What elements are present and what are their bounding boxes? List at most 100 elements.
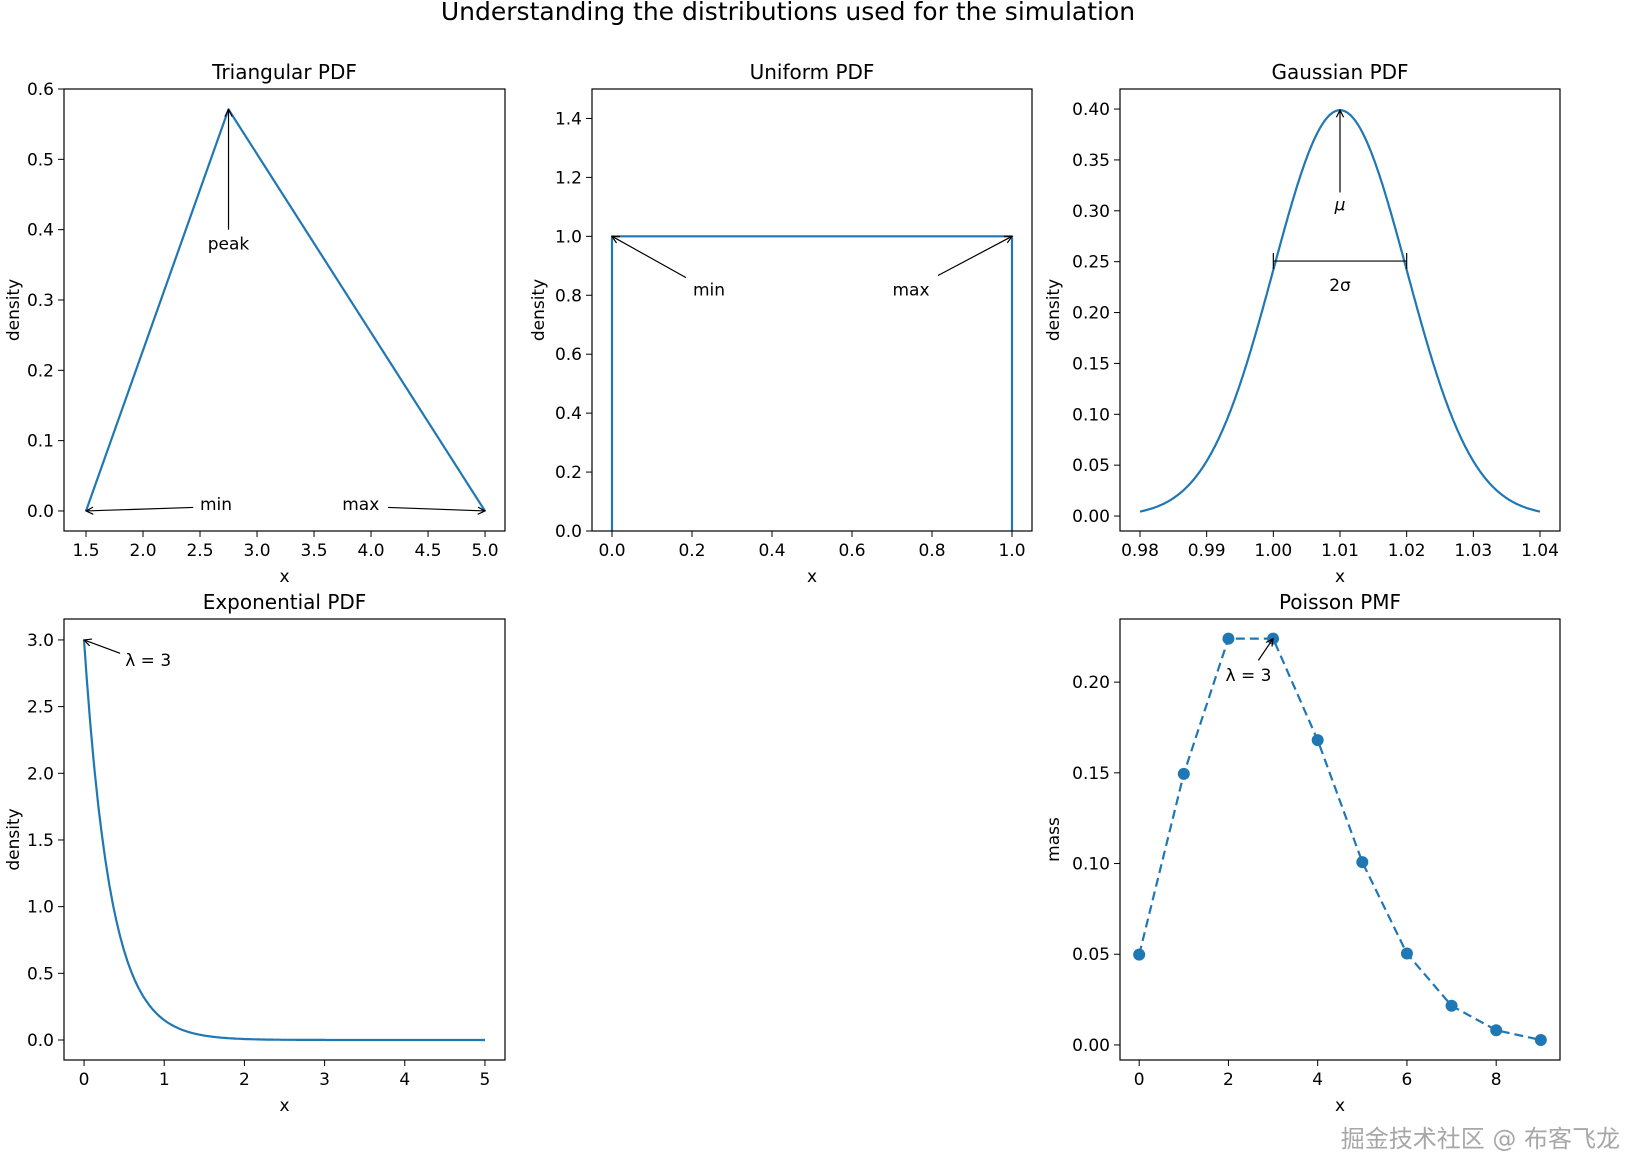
annotation-label: 2σ	[1329, 276, 1351, 296]
y-tick-label: 0.3	[27, 291, 54, 311]
annotation-label: λ = 3	[1226, 666, 1272, 686]
x-tick-label: 0.8	[918, 541, 945, 561]
x-tick-label: 8	[1491, 1070, 1502, 1090]
annotation-label: λ = 3	[125, 651, 171, 671]
x-axis-label: x	[279, 567, 289, 587]
x-tick-label: 3	[319, 1070, 330, 1090]
y-tick-label: 0.00	[1072, 507, 1110, 527]
y-tick-label: 0.00	[1072, 1036, 1110, 1056]
x-tick-label: 6	[1402, 1070, 1413, 1090]
axes-frame	[1119, 618, 1561, 1061]
x-tick-label: 0.4	[758, 541, 785, 561]
y-tick-label: 0.05	[1072, 456, 1110, 476]
y-tick-label: 0.5	[27, 964, 54, 984]
series-line-uniform	[610, 235, 1014, 531]
x-tick-label: 3.0	[243, 541, 270, 561]
y-tick-label: 1.0	[555, 227, 582, 247]
y-tick-label: 0.0	[27, 1031, 54, 1051]
x-tick-label: 2	[239, 1070, 250, 1090]
data-point	[1222, 632, 1235, 645]
x-tick-label: 1.00	[1254, 541, 1292, 561]
y-tick-label: 0.15	[1072, 354, 1110, 374]
annotation-arrow	[388, 507, 485, 511]
x-tick-label: 1.04	[1521, 541, 1559, 561]
y-tick-label: 1.0	[27, 898, 54, 918]
x-tick-label: 0	[79, 1070, 90, 1090]
y-tick-label: 0.05	[1072, 945, 1110, 965]
annotation-label: max	[892, 280, 929, 300]
annotation-label: min	[693, 280, 725, 300]
y-tick-label: 0.15	[1072, 764, 1110, 784]
data-point	[1400, 947, 1413, 960]
x-tick-label: 4.0	[358, 541, 385, 561]
y-tick-label: 0.6	[555, 345, 582, 365]
subplot-title: Exponential PDF	[203, 590, 367, 614]
y-axis-label: density	[4, 279, 24, 341]
x-axis-label: x	[1335, 1096, 1345, 1116]
data-point	[1311, 734, 1324, 747]
y-tick-label: 0.40	[1072, 100, 1110, 120]
watermark: 掘金技术社区 @ 布客飞龙	[1341, 1125, 1620, 1153]
axes-frame	[63, 618, 506, 1061]
y-tick-label: 0.2	[27, 361, 54, 381]
axes-frame	[63, 88, 506, 532]
y-tick-label: 1.5	[27, 831, 54, 851]
subplot-title: Triangular PDF	[211, 60, 357, 84]
y-tick-label: 0.35	[1072, 151, 1110, 171]
x-tick-label: 3.5	[301, 541, 328, 561]
x-axis-label: x	[279, 1096, 289, 1116]
x-tick-label: 1.01	[1321, 541, 1359, 561]
data-point	[1490, 1024, 1503, 1037]
annotation-arrow	[86, 507, 194, 511]
y-axis-label: density	[1044, 279, 1064, 341]
annotation-arrow	[937, 236, 1012, 277]
y-tick-label: 0.25	[1072, 253, 1110, 273]
x-tick-label: 0.99	[1188, 541, 1226, 561]
y-tick-label: 0.10	[1072, 855, 1110, 875]
y-axis-label: density	[4, 808, 24, 870]
y-tick-label: 0.2	[555, 463, 582, 483]
y-tick-label: 1.2	[555, 168, 582, 188]
y-tick-label: 0.0	[27, 502, 54, 522]
subplot-exponential-pdf: Exponential PDF x density 0 1 2 3 4 5 0.0 0.5 1.0 1.…	[4, 590, 506, 1116]
annotation-label: peak	[208, 235, 250, 255]
y-tick-label: 0.4	[27, 221, 54, 241]
y-tick-label: 0.8	[555, 286, 582, 306]
x-tick-label: 0	[1134, 1070, 1145, 1090]
x-tick-label: 0.6	[838, 541, 865, 561]
y-tick-label: 2.5	[27, 698, 54, 718]
series-line-triangular	[84, 108, 486, 512]
x-tick-label: 5.0	[472, 541, 499, 561]
annotation-arrow	[84, 640, 121, 654]
y-tick-label: 2.0	[27, 764, 54, 784]
x-tick-label: 4	[1312, 1070, 1323, 1090]
subplot-poisson-pmf: Poisson PMF x mass 0 2 4 6 8 0.00 0.05 0.10 0.15 0.2…	[1044, 590, 1561, 1116]
x-tick-label: 1.02	[1388, 541, 1426, 561]
x-tick-label: 1.0	[998, 541, 1025, 561]
y-tick-label: 0.20	[1072, 673, 1110, 693]
x-tick-label: 1.03	[1454, 541, 1492, 561]
x-tick-label: 1	[159, 1070, 170, 1090]
x-tick-label: 0.2	[678, 541, 705, 561]
y-tick-label: 0.5	[27, 150, 54, 170]
subplot-title: Gaussian PDF	[1271, 60, 1408, 84]
subplot-title: Poisson PMF	[1279, 590, 1401, 614]
x-tick-label: 4.5	[415, 541, 442, 561]
x-tick-label: 0.0	[598, 541, 625, 561]
y-tick-label: 3.0	[27, 631, 54, 651]
x-axis-label: x	[807, 567, 817, 587]
x-tick-label: 0.98	[1121, 541, 1159, 561]
data-point	[1133, 948, 1146, 961]
annotation-arrow	[612, 236, 687, 279]
y-tick-label: 0.4	[555, 404, 582, 424]
y-tick-label: 0.0	[555, 522, 582, 542]
subplot-uniform-pdf: Uniform PDF x density 0.0 0.2 0.4 0.6 0.8 1.0 0.0…	[529, 60, 1033, 587]
series-line-exponential	[82, 639, 485, 1042]
data-point	[1177, 767, 1190, 780]
y-tick-label: 1.4	[555, 109, 582, 129]
axes-frame	[591, 88, 1033, 532]
data-point	[1356, 856, 1369, 869]
x-axis-label: x	[1335, 567, 1345, 587]
